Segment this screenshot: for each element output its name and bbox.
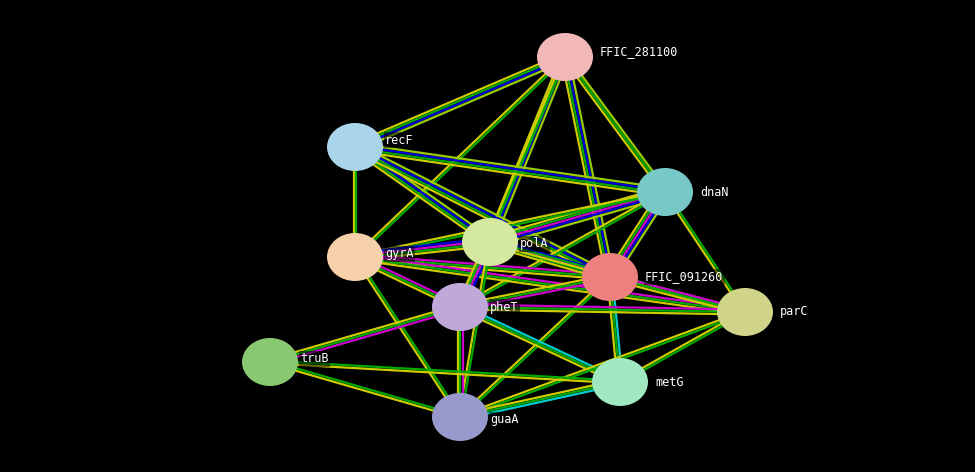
Ellipse shape <box>327 123 383 171</box>
Text: polA: polA <box>520 237 549 251</box>
Ellipse shape <box>537 33 593 81</box>
Ellipse shape <box>242 338 298 386</box>
Text: guaA: guaA <box>490 413 519 427</box>
Ellipse shape <box>637 168 693 216</box>
Text: gyrA: gyrA <box>385 247 413 261</box>
Text: truB: truB <box>300 353 329 365</box>
Text: dnaN: dnaN <box>700 185 728 199</box>
Text: recF: recF <box>385 134 413 146</box>
Ellipse shape <box>717 288 773 336</box>
Ellipse shape <box>592 358 648 406</box>
Ellipse shape <box>582 253 638 301</box>
Ellipse shape <box>432 283 488 331</box>
Text: pheT: pheT <box>490 301 519 313</box>
Ellipse shape <box>432 393 488 441</box>
Text: parC: parC <box>780 305 808 319</box>
Text: metG: metG <box>655 376 683 388</box>
Ellipse shape <box>327 233 383 281</box>
Text: FFIC_281100: FFIC_281100 <box>600 45 679 59</box>
Text: FFIC_091260: FFIC_091260 <box>645 270 723 284</box>
Ellipse shape <box>462 218 518 266</box>
